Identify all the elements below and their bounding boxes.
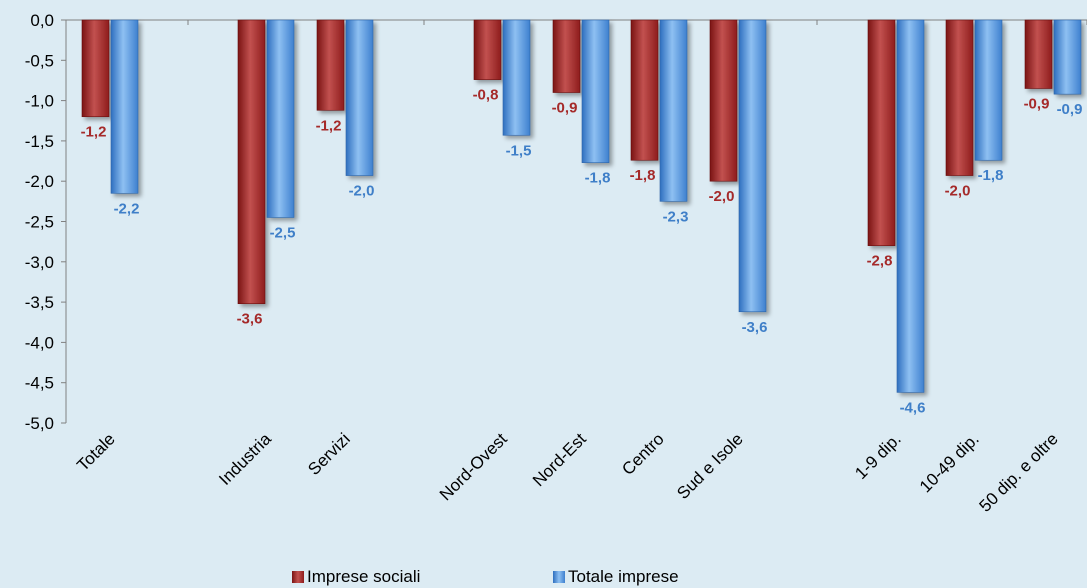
y-tick-label: -2,5: [25, 213, 54, 232]
data-label-imprese-sociali: -2,0: [945, 183, 971, 200]
bar-totale-imprese: [974, 19, 1003, 161]
bar-imprese-sociali: [81, 19, 110, 118]
legend-label: Totale imprese: [568, 567, 679, 586]
y-tick-label: -3,5: [25, 293, 54, 312]
bar-imprese-sociali: [867, 19, 896, 246]
data-label-totale-imprese: -2,3: [663, 208, 689, 225]
legend-swatch-blue: [553, 571, 565, 583]
bar-totale-imprese: [1053, 19, 1082, 95]
bar-totale-imprese: [581, 19, 610, 163]
legend-item-totale-imprese: Totale imprese: [553, 567, 679, 587]
bar-imprese-sociali: [630, 19, 659, 161]
x-tick-label: Centro: [618, 429, 668, 479]
x-tick-label: 1-9 dip.: [851, 429, 905, 483]
data-label-totale-imprese: -1,5: [506, 142, 532, 159]
bar-totale-imprese: [110, 19, 139, 194]
data-label-totale-imprese: -0,9: [1057, 101, 1083, 118]
legend-label: Imprese sociali: [307, 567, 421, 586]
data-label-imprese-sociali: -0,9: [552, 100, 578, 117]
bar-totale-imprese: [659, 19, 688, 202]
data-label-totale-imprese: -1,8: [978, 167, 1004, 184]
chart-legend: Imprese sociali Totale imprese: [0, 567, 1087, 588]
data-label-imprese-sociali: -1,8: [630, 167, 656, 184]
bar-imprese-sociali: [945, 19, 974, 176]
data-label-imprese-sociali: -3,6: [237, 311, 263, 328]
y-tick-label: -1,0: [25, 92, 54, 111]
data-label-totale-imprese: -2,0: [349, 183, 375, 200]
y-tick-label: -1,5: [25, 132, 54, 151]
x-tick-label: 10-49 dip.: [916, 429, 983, 496]
x-tick-label: Servizi: [304, 429, 354, 479]
y-tick-label: -2,0: [25, 172, 54, 191]
x-tick-label: Sud e Isole: [673, 429, 747, 503]
bar-totale-imprese: [896, 19, 925, 393]
x-tick-label: Nord-Est: [529, 429, 590, 490]
data-label-totale-imprese: -3,6: [742, 319, 768, 336]
y-tick-label: -3,0: [25, 253, 54, 272]
data-label-imprese-sociali: -0,9: [1024, 96, 1050, 113]
x-tick-label: 50 dip. e oltre: [976, 429, 1062, 515]
x-tick-label: Totale: [73, 429, 119, 475]
bar-totale-imprese: [738, 19, 767, 313]
data-label-imprese-sociali: -2,0: [709, 188, 735, 205]
x-tick-label: Industria: [215, 429, 275, 489]
data-label-totale-imprese: -4,6: [900, 399, 926, 416]
bar-imprese-sociali: [237, 19, 266, 305]
legend-item-imprese-sociali: Imprese sociali: [292, 567, 420, 587]
bar-totale-imprese: [502, 19, 531, 136]
bar-imprese-sociali: [473, 19, 502, 80]
data-label-totale-imprese: -1,8: [585, 170, 611, 187]
data-label-imprese-sociali: -0,8: [473, 87, 499, 104]
data-label-imprese-sociali: -1,2: [81, 124, 107, 141]
data-label-imprese-sociali: -1,2: [316, 117, 342, 134]
bar-imprese-sociali: [709, 19, 738, 182]
y-tick-label: -4,0: [25, 333, 54, 352]
bar-imprese-sociali: [552, 19, 581, 93]
y-tick-label: 0,0: [30, 11, 54, 30]
data-label-imprese-sociali: -2,8: [867, 253, 893, 270]
bar-imprese-sociali: [316, 19, 345, 111]
y-tick-label: -4,5: [25, 374, 54, 393]
legend-swatch-red: [292, 571, 304, 583]
y-tick-label: -5,0: [25, 414, 54, 433]
x-tick-label: Nord-Ovest: [436, 429, 511, 504]
y-tick-label: -0,5: [25, 51, 54, 70]
bar-totale-imprese: [345, 19, 374, 176]
bar-totale-imprese: [266, 19, 295, 218]
bar-imprese-sociali: [1024, 19, 1053, 89]
data-label-totale-imprese: -2,5: [270, 224, 296, 241]
data-label-totale-imprese: -2,2: [114, 200, 140, 217]
